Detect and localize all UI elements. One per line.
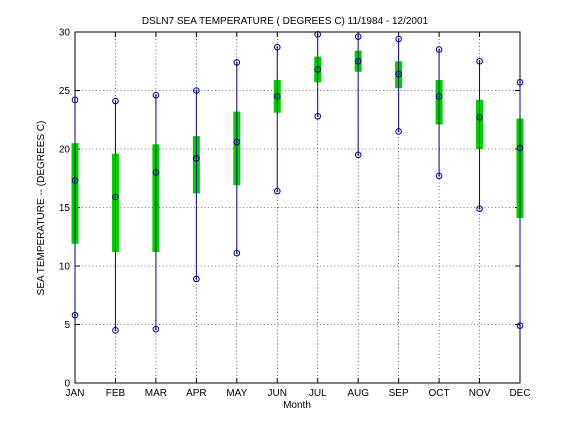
- min-dot-feb: [114, 329, 117, 332]
- max-marker-mar: [152, 91, 160, 99]
- x-tick-label: MAY: [226, 388, 247, 399]
- x-tick-label: DEC: [509, 388, 530, 399]
- x-axis-title: Month: [283, 400, 311, 411]
- plot-area: 0 5 10 15 20 25 30 JAN FEB MAR APR MAY JUN JUL AUG SEP O…: [59, 28, 531, 400]
- y-tick-label: 5: [64, 320, 70, 331]
- y-tick-label: 30: [59, 28, 71, 39]
- max-marker-oct: [435, 46, 443, 53]
- x-tick-label: FEB: [106, 388, 126, 399]
- median-marker-mar: [152, 169, 160, 176]
- median-marker-nov: [476, 114, 483, 121]
- x-tick-label: JAN: [66, 388, 85, 399]
- y-tick-label: 25: [59, 86, 71, 97]
- min-marker-sep: [395, 128, 402, 135]
- max-dot-jun: [276, 46, 279, 49]
- x-tick-label: AUG: [347, 388, 369, 399]
- median-marker-dec: [516, 144, 524, 152]
- x-tick-label: SEP: [389, 388, 409, 399]
- median-marker-apr: [193, 155, 200, 162]
- x-tick-label: NOV: [469, 388, 491, 399]
- min-dot-apr: [195, 277, 198, 280]
- max-marker-dec: [516, 79, 524, 86]
- median-dot-oct: [438, 95, 440, 98]
- median-dot-may: [235, 141, 238, 143]
- max-dot-nov: [478, 60, 481, 63]
- max-marker-jun: [273, 43, 281, 51]
- median-dot-nov: [478, 116, 481, 119]
- max-marker-jul: [314, 31, 322, 38]
- max-marker-sep: [395, 35, 402, 43]
- min-marker-jan: [71, 311, 79, 319]
- max-dot-mar: [155, 94, 157, 97]
- median-marker-jan: [71, 177, 79, 184]
- y-tick-label: 10: [59, 262, 71, 273]
- min-dot-oct: [438, 175, 440, 177]
- min-dot-sep: [397, 130, 400, 133]
- min-marker-feb: [112, 327, 119, 334]
- max-dot-apr: [195, 89, 198, 92]
- y-tick-label: 0: [64, 379, 70, 390]
- max-dot-sep: [397, 38, 400, 40]
- max-dot-aug: [357, 35, 360, 38]
- min-dot-aug: [357, 153, 360, 156]
- min-dot-dec: [519, 324, 521, 327]
- min-marker-dec: [516, 322, 524, 329]
- chart-title: DSLN7 SEA TEMPERATURE ( DEGREES C) 11/19…: [142, 16, 429, 27]
- median-dot-dec: [519, 146, 521, 149]
- median-marker-may: [233, 138, 241, 146]
- y-tick-label: 20: [59, 145, 71, 156]
- max-marker-apr: [193, 87, 200, 94]
- median-dot-jun: [276, 95, 279, 98]
- min-dot-jun: [276, 190, 279, 193]
- max-dot-feb: [114, 100, 117, 102]
- max-marker-aug: [354, 33, 362, 40]
- median-dot-jan: [74, 179, 76, 182]
- max-marker-nov: [476, 57, 483, 65]
- median-dot-aug: [357, 60, 360, 63]
- median-dot-mar: [155, 171, 157, 174]
- min-dot-may: [235, 252, 238, 255]
- y-tick-label: 15: [59, 203, 71, 214]
- min-dot-nov: [478, 207, 481, 210]
- x-tick-label: JUN: [268, 388, 287, 399]
- median-marker-jun: [273, 93, 281, 100]
- min-marker-apr: [193, 275, 200, 283]
- x-tick-label: JUL: [309, 388, 327, 399]
- max-marker-may: [233, 59, 241, 66]
- median-dot-apr: [195, 157, 198, 160]
- max-dot-oct: [438, 48, 440, 51]
- x-tick-label: MAR: [145, 388, 167, 399]
- median-dot-feb: [114, 196, 117, 198]
- x-tick-label: OCT: [429, 388, 450, 399]
- min-dot-jul: [316, 115, 319, 118]
- min-dot-mar: [155, 328, 157, 331]
- max-dot-jan: [74, 98, 76, 101]
- median-marker-oct: [435, 93, 443, 100]
- median-marker-jul: [314, 66, 322, 73]
- min-marker-mar: [152, 325, 160, 333]
- max-dot-may: [235, 61, 238, 64]
- min-marker-oct: [435, 172, 443, 180]
- min-dot-jan: [74, 314, 76, 317]
- median-marker-feb: [112, 193, 119, 201]
- max-dot-dec: [519, 81, 521, 84]
- min-marker-aug: [354, 151, 362, 159]
- max-marker-feb: [112, 97, 119, 105]
- y-axis-title: SEA TEMPERATURE -- (DEGREES C): [36, 121, 47, 296]
- min-marker-jul: [314, 112, 322, 120]
- median-marker-aug: [354, 57, 362, 65]
- max-marker-jan: [71, 96, 79, 104]
- median-dot-sep: [397, 73, 400, 76]
- min-marker-may: [233, 249, 241, 257]
- min-marker-nov: [476, 205, 483, 212]
- min-marker-jun: [273, 187, 281, 195]
- max-dot-jul: [316, 33, 319, 36]
- x-tick-label: APR: [186, 388, 207, 399]
- median-dot-jul: [316, 68, 319, 71]
- median-marker-sep: [395, 70, 402, 78]
